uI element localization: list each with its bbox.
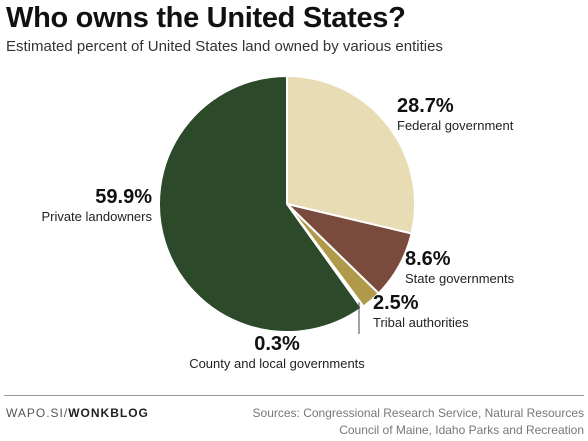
slice-name-label: Tribal authorities <box>373 315 469 330</box>
sources-line-1: Sources: Congressional Research Service,… <box>252 406 584 420</box>
slice-value-label: 28.7% <box>397 95 454 117</box>
credit-prefix: WAPO.SI/ <box>6 406 69 420</box>
footer-divider <box>4 395 584 396</box>
pie-chart: 28.7%Federal government 8.6%State governm… <box>41 74 515 371</box>
credit-brand: WONKBLOG <box>68 406 149 420</box>
pie-slice-private-landowners <box>158 74 363 333</box>
sources-line-2: Council of Maine, Idaho Parks and Recrea… <box>339 423 584 437</box>
sources-note: Sources: Congressional Research Service,… <box>224 405 584 439</box>
slice-name-label: State governments <box>405 271 515 286</box>
slice-name-label: Federal government <box>397 118 514 133</box>
slice-value-label: 8.6% <box>405 248 451 270</box>
slice-name-label: County and local governments <box>189 356 365 371</box>
chart-subtitle: Estimated percent of United States land … <box>6 38 443 55</box>
credit: WAPO.SI/WONKBLOG <box>6 406 149 420</box>
chart-title: Who owns the United States? <box>6 2 406 34</box>
slice-labels: 28.7%Federal government 8.6%State governm… <box>41 95 514 371</box>
pie-slices <box>158 74 416 333</box>
pie-slice-federal-government <box>286 74 416 235</box>
slice-value-label: 2.5% <box>373 292 419 314</box>
slice-value-label: 0.3% <box>254 333 300 355</box>
slice-name-label: Private landowners <box>41 209 152 224</box>
slice-value-label: 59.9% <box>95 186 152 208</box>
